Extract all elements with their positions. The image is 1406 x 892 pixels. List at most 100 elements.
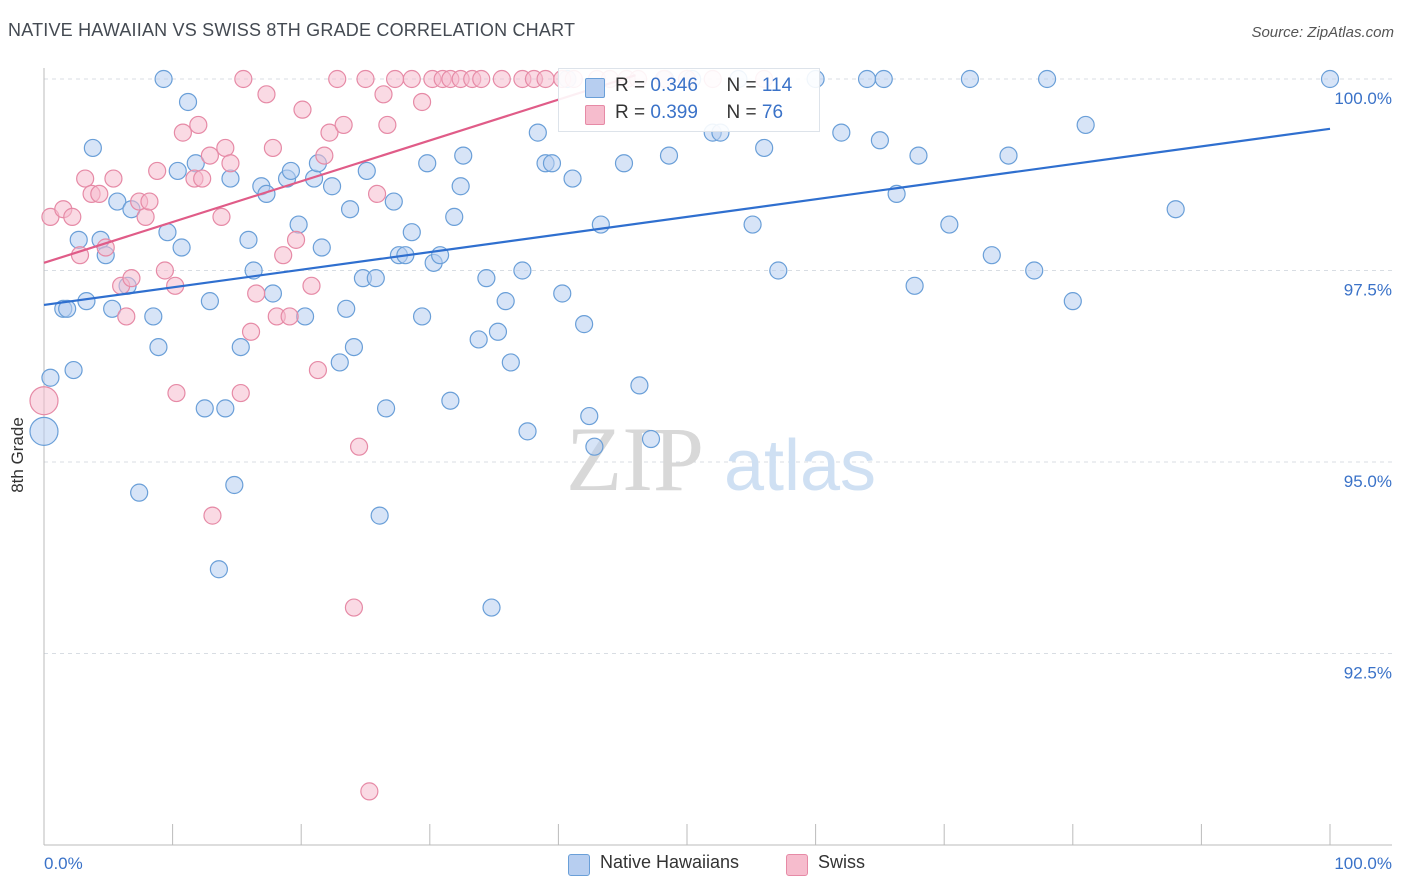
legend-r-value: 0.399 [650,102,698,123]
native-hawaiians-point [263,284,283,303]
y-tick-label: 92.5% [1344,664,1392,683]
swiss-point [189,115,208,135]
native-hawaiians-point [496,292,515,311]
legend-r-value: 0.346 [650,75,698,96]
native-hawaiians-point [225,475,244,495]
native-hawaiians-point [488,322,508,341]
native-hawaiians-point [482,598,501,617]
chart-title: NATIVE HAWAIIAN VS SWISS 8TH GRADE CORRE… [8,20,576,40]
swiss-point [155,261,174,280]
legend-r-label: R = [615,102,646,123]
swiss-point [274,246,293,265]
native-hawaiians-point [103,299,122,318]
swiss-point [492,69,511,89]
swiss-point [234,69,253,89]
native-hawaiians-point [29,416,59,446]
native-hawaiians-point [874,69,893,89]
native-hawaiians-point [154,69,173,89]
native-hawaiians-point [108,192,127,211]
swiss-point [402,69,421,89]
grid-layer [43,68,1392,846]
native-hawaiians-point [441,391,460,410]
native-hawaiians-trendline [43,127,1331,307]
legend-label: Swiss [818,852,866,872]
native-hawaiians-point [982,246,1001,265]
native-hawaiians-point [41,368,60,387]
native-hawaiians-point [454,146,473,165]
swiss-point [349,437,369,456]
native-hawaiians-point [1025,261,1044,280]
native-hawaiians-point [614,154,634,173]
legend-n-value: 76 [761,102,784,123]
native-hawaiians-point [580,406,599,426]
native-hawaiians-point [870,131,890,150]
swiss-point [104,169,123,188]
swiss-point [63,207,82,226]
y-axis-label: 8th Grade [8,417,27,493]
native-hawaiians-point [451,177,470,196]
native-hawaiians-point [743,215,762,234]
swiss-point [293,100,312,119]
native-hawaiians-point [289,215,308,234]
swiss-point [117,307,136,326]
native-hawaiians-point [542,154,562,173]
y-tick-label: 97.5% [1344,281,1392,300]
swiss-point [263,138,283,158]
native-hawaiians-point [312,238,331,257]
swiss-point [203,506,222,525]
native-hawaiians-point [563,169,582,188]
native-hawaiians-point [168,161,187,181]
legend-n-value: 114 [761,75,793,96]
native-hawaiians-point [144,307,163,326]
native-hawaiians-point [216,399,235,418]
swiss-point [231,383,250,403]
native-hawaiians-point [221,169,240,188]
native-hawaiians-point [528,123,547,142]
swiss-point [90,184,109,203]
legend-swatch-pink [786,854,808,876]
swiss-trendline [43,74,636,264]
native-hawaiians-point [178,92,198,112]
swiss-point [173,123,192,142]
native-hawaiians-point [630,376,649,395]
native-hawaiians-point [1037,69,1057,89]
native-hawaiians-point [172,238,191,257]
native-hawaiians-point [1063,292,1082,311]
native-hawaiians-point [940,215,959,234]
swiss-point [247,284,266,303]
native-hawaiians-point [755,138,774,158]
native-hawaiians-point [857,69,877,89]
native-hawaiians-point [322,177,342,196]
native-hawaiians-point [999,146,1018,165]
swiss-point [257,85,276,104]
native-hawaiians-point [130,483,149,502]
native-hawaiians-point [659,146,679,165]
legend-swatch-pink [585,105,605,125]
native-hawaiians-point [575,315,594,334]
legend-n-label: N = [726,102,757,123]
native-hawaiians-point [77,292,96,311]
native-hawaiians-point [209,560,228,579]
swiss-point [200,146,219,165]
swiss-point [76,169,95,188]
native-hawaiians-point [69,230,88,249]
swiss-point [344,598,364,617]
y-tick-label: 95.0% [1344,472,1392,491]
native-hawaiians-point [1166,200,1185,219]
native-hawaiians-point [58,299,77,318]
y-tick-label: 100.0% [1334,89,1392,108]
native-hawaiians-point [149,338,168,357]
native-hawaiians-point [585,437,604,456]
native-hawaiians-point [513,261,532,280]
native-hawaiians-point [239,230,258,249]
native-hawaiians-point [295,307,315,326]
watermark-atlas: atlas [724,426,876,506]
swiss-point [385,69,405,89]
swiss-point [212,207,231,226]
legend-label: Native Hawaiians [600,852,740,872]
labels-layer: 92.5% 95.0% 97.5% 100.0% 0.0% 100.0% [44,89,1392,873]
native-hawaiians-point [337,299,356,318]
native-hawaiians-point [402,223,421,242]
swiss-point [302,276,321,295]
